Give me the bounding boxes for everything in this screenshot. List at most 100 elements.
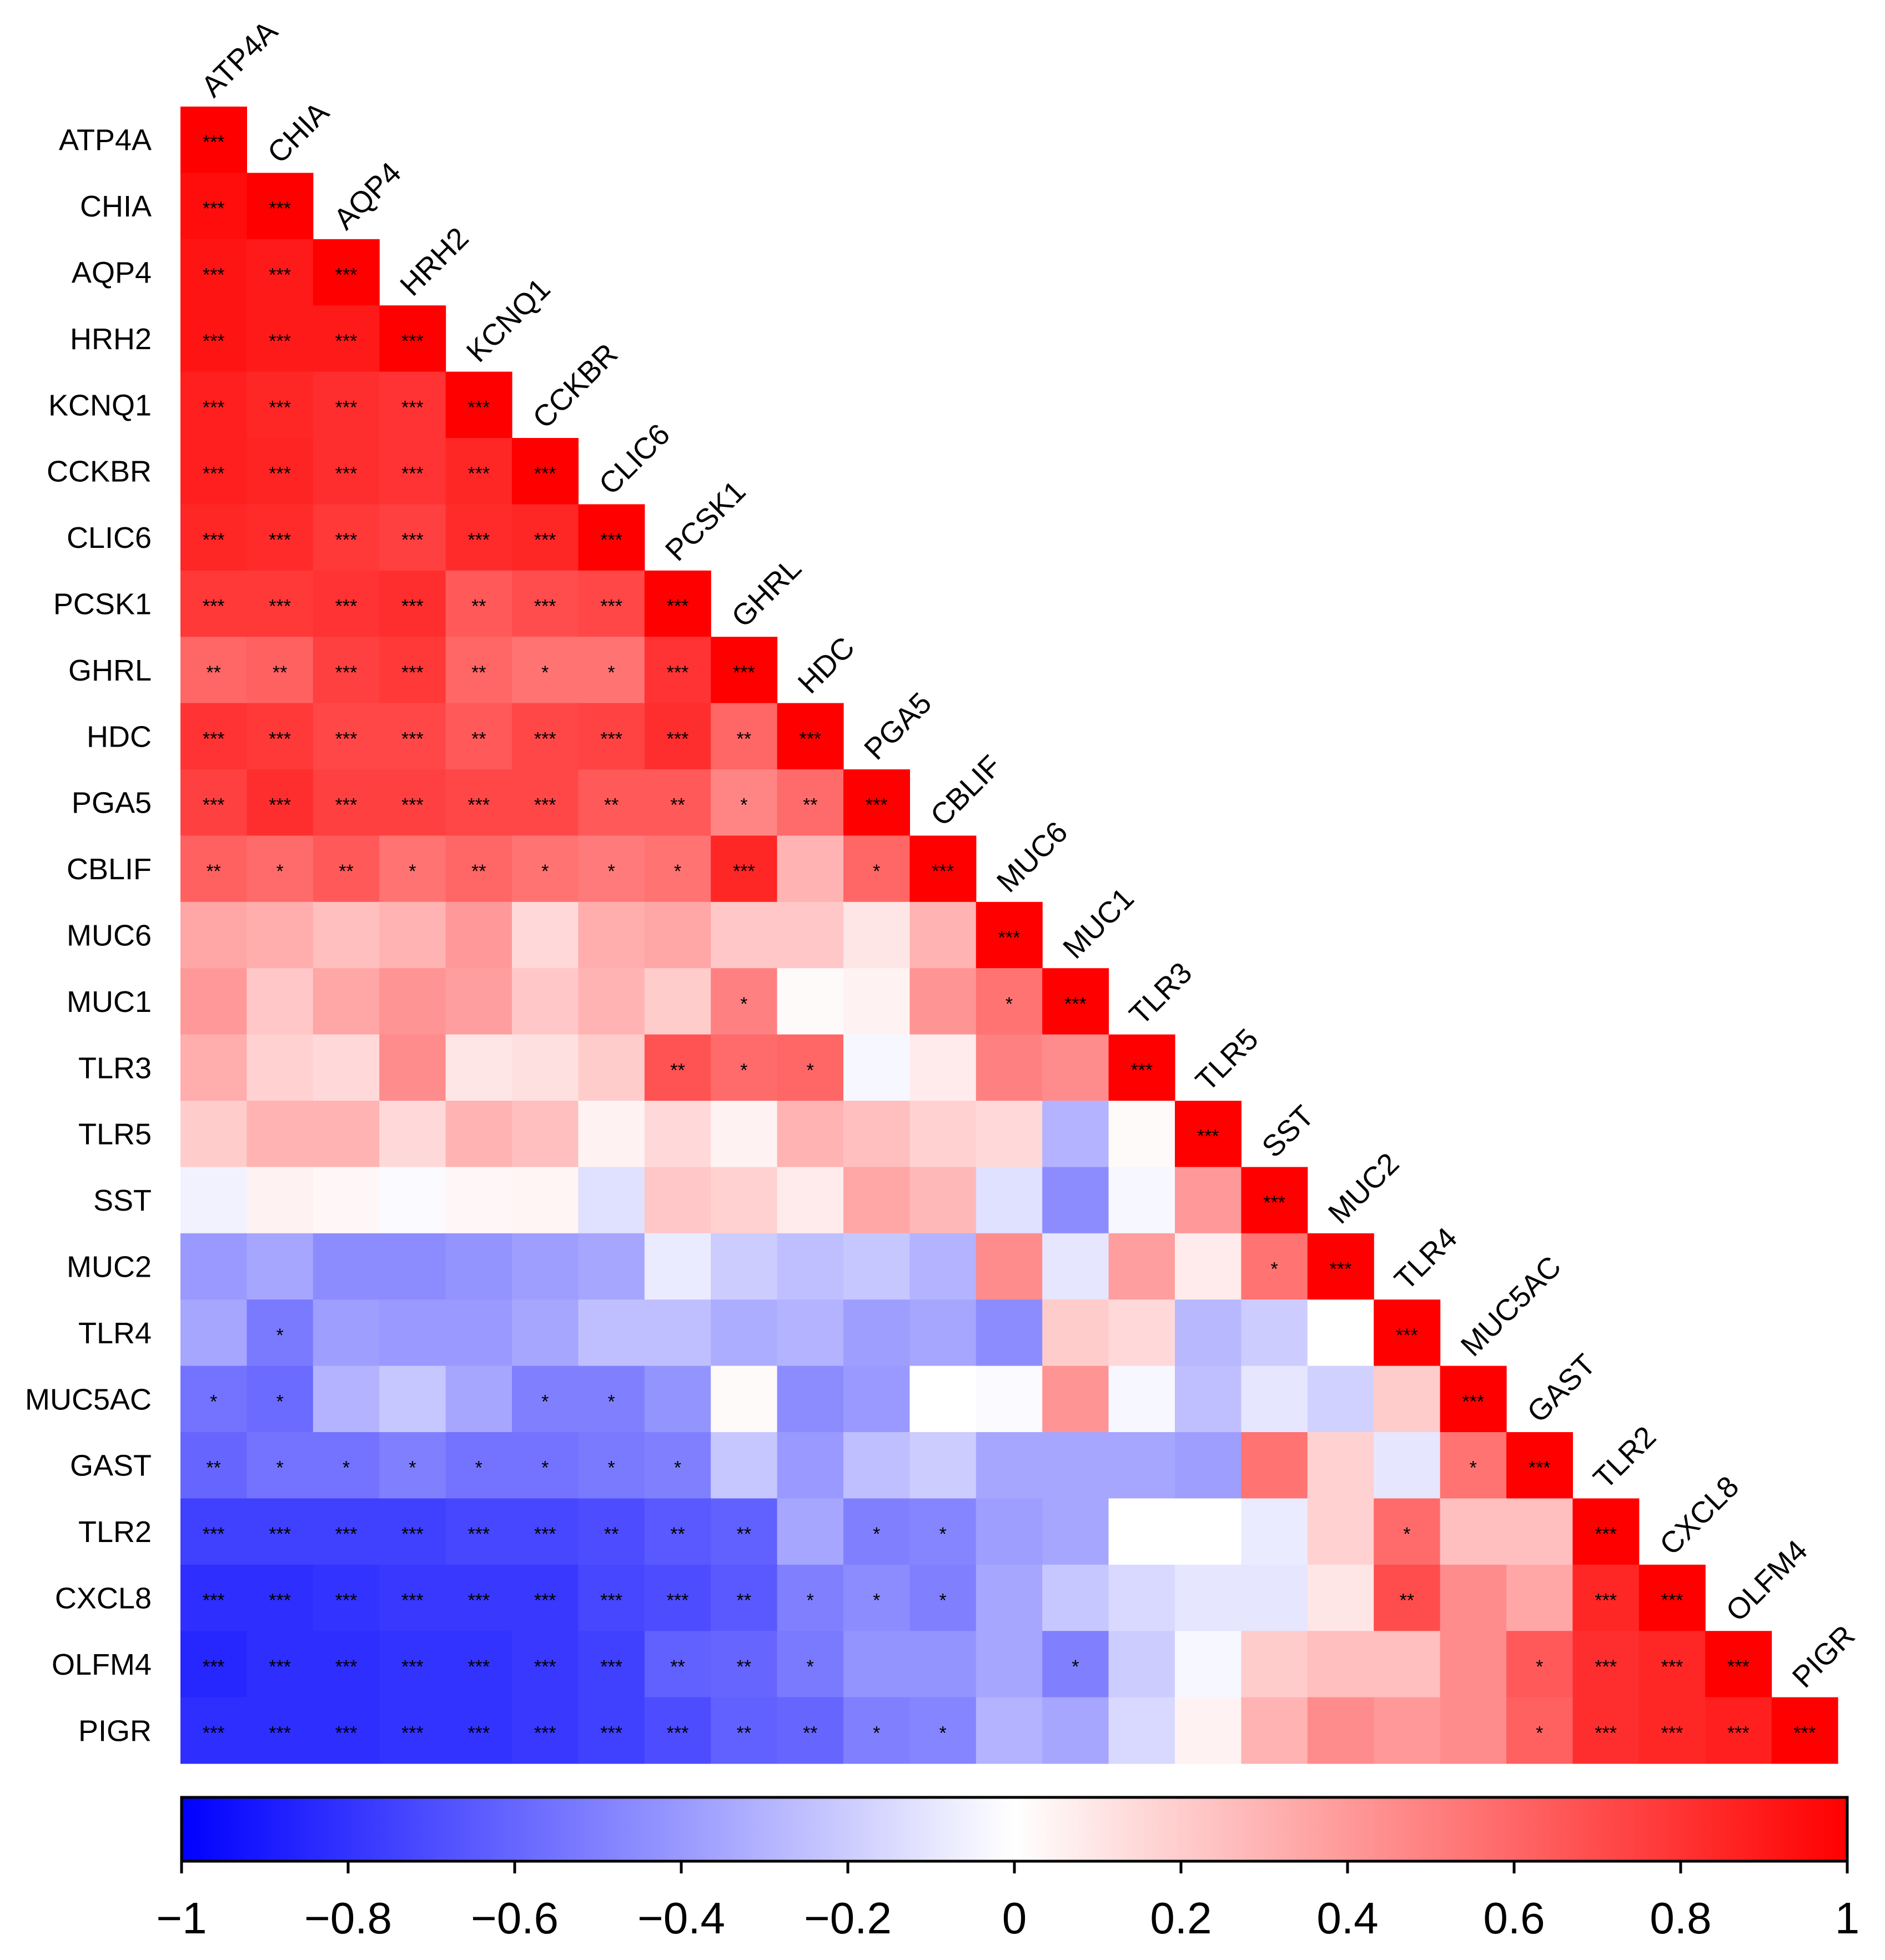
cell-gast-tlr5 [1175, 1432, 1241, 1499]
cell-tlr4-hrh2 [379, 1299, 446, 1367]
cell-aqp4-chia [247, 239, 314, 306]
sig-pigr-gast: * [1536, 1722, 1543, 1744]
cell-tlr4-kcnq1 [445, 1299, 512, 1367]
cell-sst-tlr5 [1175, 1167, 1241, 1234]
cell-chia-chia [247, 173, 314, 240]
sig-ghrl-pcsk1: *** [667, 662, 689, 683]
sig-pga5-aqp4: *** [335, 795, 358, 816]
sig-cblif-ghrl: *** [733, 861, 755, 882]
cell-olfm4-muc6 [976, 1631, 1043, 1698]
sig-pigr-pigr: *** [1793, 1722, 1816, 1744]
cell-tlr5-muc1 [1042, 1101, 1109, 1167]
cell-muc2-muc1 [1042, 1233, 1109, 1300]
cell-ghrl-atp4a [180, 637, 247, 704]
cell-tlr4-muc1 [1042, 1299, 1109, 1367]
cell-ghrl-hrh2 [379, 637, 446, 704]
cell-tlr4-muc2 [1307, 1299, 1374, 1367]
cell-sst-sst [1241, 1167, 1308, 1234]
cell-sst-muc6 [976, 1167, 1043, 1234]
cell-cxcl8-kcnq1 [445, 1564, 512, 1631]
sig-chia-atp4a: *** [203, 198, 225, 219]
cell-hdc-hdc [777, 703, 844, 770]
sig-gast-aqp4: * [343, 1458, 350, 1479]
row-label-chia: CHIA [80, 190, 152, 223]
sig-hrh2-chia: *** [269, 331, 291, 352]
cell-gast-gast [1506, 1432, 1573, 1499]
cell-gast-hrh2 [379, 1432, 446, 1499]
cell-cxcl8-tlr5 [1175, 1564, 1241, 1631]
cell-tlr3-tlr3 [1108, 1034, 1175, 1101]
sig-pga5-hrh2: *** [401, 795, 424, 816]
cell-cxcl8-sst [1241, 1564, 1308, 1631]
cell-muc2-cckbr [512, 1233, 579, 1300]
sig-hdc-hrh2: *** [401, 728, 424, 749]
cell-muc5ac-tlr4 [1374, 1366, 1441, 1433]
sig-hrh2-aqp4: *** [335, 331, 358, 352]
cell-hdc-chia [247, 703, 314, 770]
cell-olfm4-chia [247, 1631, 314, 1698]
cell-gast-muc2 [1307, 1432, 1374, 1499]
cell-olfm4-muc2 [1307, 1631, 1374, 1698]
cell-tlr4-sst [1241, 1299, 1308, 1367]
cell-gast-tlr3 [1108, 1432, 1175, 1499]
cell-tlr4-chia [247, 1299, 314, 1367]
cell-muc5ac-sst [1241, 1366, 1308, 1433]
cell-gast-pga5 [843, 1432, 910, 1499]
cell-tlr5-cckbr [512, 1101, 579, 1167]
row-label-tlr4: TLR4 [78, 1317, 152, 1350]
colorbar-tick-label: 1 [1835, 1893, 1860, 1943]
sig-tlr2-tlr2: *** [1595, 1524, 1617, 1545]
cell-tlr5-clic6 [578, 1101, 645, 1167]
cell-sst-cckbr [512, 1167, 579, 1234]
cell-pigr-pga5 [843, 1697, 910, 1764]
sig-cxcl8-tlr2: *** [1595, 1590, 1617, 1611]
sig-pcsk1-aqp4: *** [335, 596, 358, 617]
colorbar-tick-label: −0.4 [637, 1893, 725, 1943]
row-label-muc2: MUC2 [67, 1251, 152, 1284]
cell-pga5-kcnq1 [445, 769, 512, 836]
colorbar: −1 −0.8 −0.6 −0.4 −0.2 0 0.2 0.4 0.6 0.8 1 [156, 1796, 1860, 1943]
cell-clic6-hrh2 [379, 504, 446, 571]
row-label-tlr5: TLR5 [78, 1118, 152, 1151]
cell-hdc-ghrl [711, 703, 778, 770]
cell-pigr-muc6 [976, 1697, 1043, 1764]
cell-tlr4-tlr5 [1175, 1299, 1241, 1367]
cell-sst-clic6 [578, 1167, 645, 1234]
cell-sst-kcnq1 [445, 1167, 512, 1234]
sig-clic6-atp4a: *** [203, 530, 225, 551]
cell-tlr2-tlr3 [1108, 1498, 1175, 1565]
cell-muc5ac-hdc [777, 1366, 844, 1433]
cell-tlr2-muc2 [1307, 1498, 1374, 1565]
cell-tlr3-kcnq1 [445, 1034, 512, 1101]
sig-gast-muc5ac: * [1470, 1458, 1477, 1479]
sig-ghrl-ghrl: *** [733, 662, 755, 683]
cell-muc6-cckbr [512, 901, 579, 969]
cell-pcsk1-pcsk1 [644, 570, 711, 637]
cell-tlr5-ghrl [711, 1101, 778, 1167]
cell-pigr-ghrl [711, 1697, 778, 1764]
cell-sst-hdc [777, 1167, 844, 1234]
cell-cblif-cckbr [512, 835, 579, 903]
sig-hdc-clic6: *** [600, 728, 622, 749]
cell-muc5ac-chia [247, 1366, 314, 1433]
cell-muc2-muc6 [976, 1233, 1043, 1300]
row-label-kcnq1: KCNQ1 [48, 389, 152, 422]
cell-hdc-aqp4 [313, 703, 380, 770]
cell-cxcl8-muc6 [976, 1564, 1043, 1631]
cell-tlr4-atp4a [180, 1299, 247, 1367]
cell-cxcl8-hrh2 [379, 1564, 446, 1631]
cell-pga5-pcsk1 [644, 769, 711, 836]
cell-pigr-hdc [777, 1697, 844, 1764]
sig-pga5-ghrl: * [740, 795, 747, 816]
row-label-olfm4: OLFM4 [52, 1648, 152, 1681]
sig-cckbr-chia: *** [269, 463, 291, 485]
cell-muc2-ghrl [711, 1233, 778, 1300]
cell-ghrl-pcsk1 [644, 637, 711, 704]
cell-hrh2-chia [247, 305, 314, 372]
cell-muc2-clic6 [578, 1233, 645, 1300]
colorbar-tick-label: 0.8 [1650, 1893, 1711, 1943]
cell-sst-muc1 [1042, 1167, 1109, 1234]
cell-chia-atp4a [180, 173, 247, 240]
cell-gast-pcsk1 [644, 1432, 711, 1499]
